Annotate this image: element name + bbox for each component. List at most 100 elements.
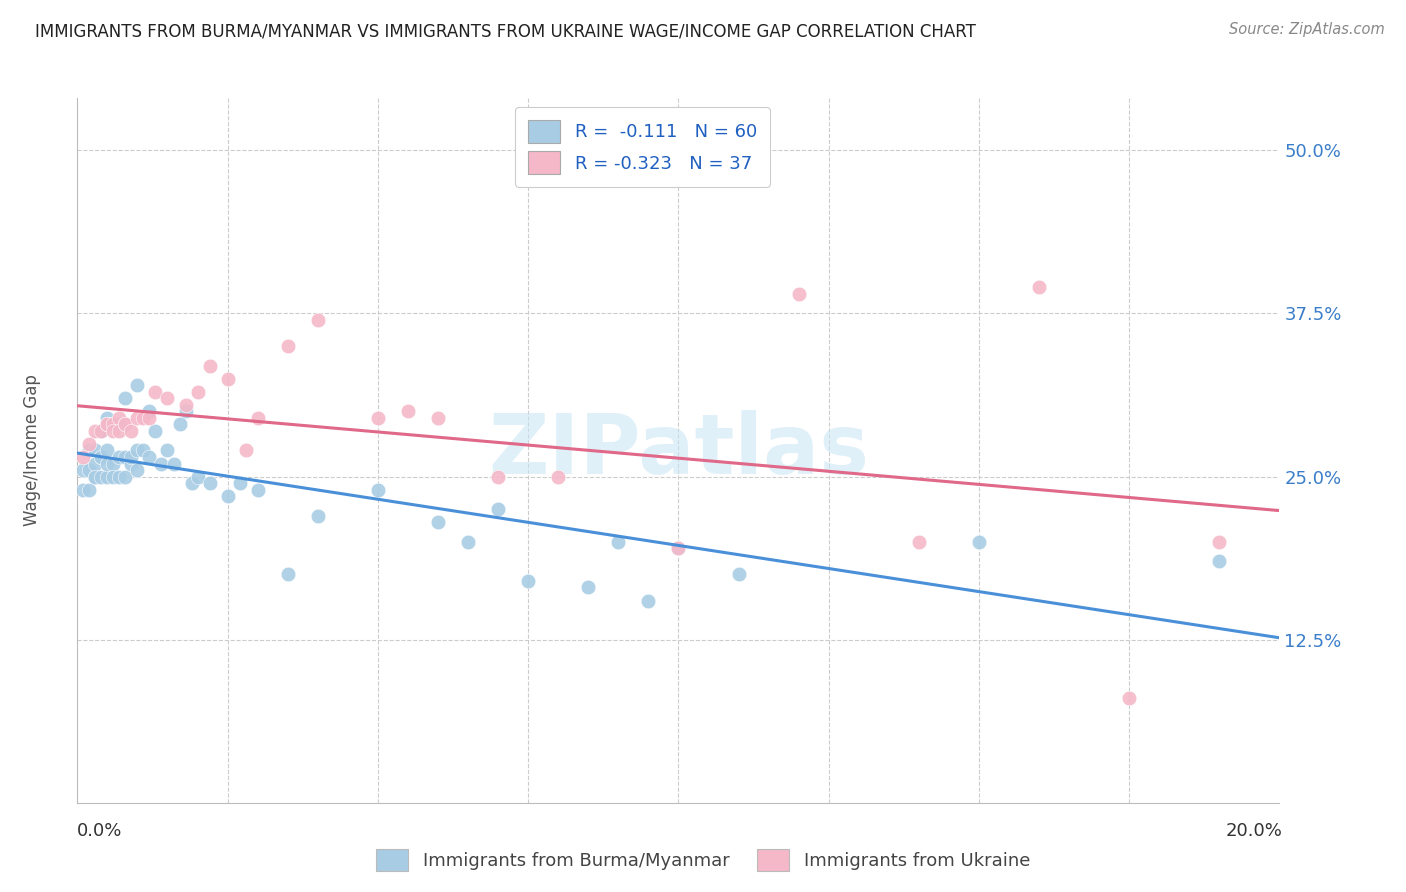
- Point: [84, 457, 107, 471]
- Point: [84, 443, 107, 458]
- Point: [198, 476, 221, 491]
- Point: [486, 469, 509, 483]
- Point: [457, 534, 479, 549]
- Point: [108, 417, 131, 432]
- Point: [367, 410, 389, 425]
- Point: [277, 339, 299, 353]
- Text: IMMIGRANTS FROM BURMA/MYANMAR VS IMMIGRANTS FROM UKRAINE WAGE/INCOME GAP CORRELA: IMMIGRANTS FROM BURMA/MYANMAR VS IMMIGRA…: [35, 22, 976, 40]
- Point: [607, 534, 630, 549]
- Point: [79, 443, 101, 458]
- Point: [1118, 691, 1140, 706]
- Text: ZIPatlas: ZIPatlas: [488, 410, 869, 491]
- Point: [787, 286, 810, 301]
- Point: [277, 567, 299, 582]
- Point: [138, 404, 160, 418]
- Point: [367, 483, 389, 497]
- Point: [79, 437, 101, 451]
- Point: [84, 469, 107, 483]
- Point: [120, 457, 142, 471]
- Point: [103, 457, 125, 471]
- Point: [114, 450, 136, 464]
- Point: [103, 417, 125, 432]
- Legend: R =  -0.111   N = 60, R = -0.323   N = 37: R = -0.111 N = 60, R = -0.323 N = 37: [515, 107, 769, 187]
- Point: [79, 483, 101, 497]
- Point: [127, 378, 149, 392]
- Point: [576, 581, 599, 595]
- Point: [246, 483, 269, 497]
- Point: [96, 469, 118, 483]
- Point: [727, 567, 749, 582]
- Point: [72, 463, 94, 477]
- Point: [169, 417, 191, 432]
- Point: [79, 463, 101, 477]
- Point: [127, 443, 149, 458]
- Point: [120, 424, 142, 438]
- Point: [103, 424, 125, 438]
- Point: [84, 424, 107, 438]
- Point: [103, 469, 125, 483]
- Point: [517, 574, 540, 588]
- Point: [908, 534, 931, 549]
- Point: [108, 424, 131, 438]
- Point: [96, 443, 118, 458]
- Legend: Immigrants from Burma/Myanmar, Immigrants from Ukraine: Immigrants from Burma/Myanmar, Immigrant…: [368, 842, 1038, 879]
- Point: [120, 450, 142, 464]
- Point: [967, 534, 990, 549]
- Point: [396, 404, 419, 418]
- Point: [186, 469, 209, 483]
- Point: [96, 417, 118, 432]
- Point: [127, 463, 149, 477]
- Point: [1208, 554, 1230, 568]
- Point: [150, 457, 173, 471]
- Point: [90, 469, 112, 483]
- Text: 0.0%: 0.0%: [77, 822, 122, 840]
- Point: [486, 502, 509, 516]
- Text: 20.0%: 20.0%: [1226, 822, 1282, 840]
- Point: [217, 489, 239, 503]
- Text: Source: ZipAtlas.com: Source: ZipAtlas.com: [1229, 22, 1385, 37]
- Point: [72, 450, 94, 464]
- Point: [108, 469, 131, 483]
- Point: [307, 313, 329, 327]
- Point: [108, 450, 131, 464]
- Point: [637, 593, 659, 607]
- Point: [668, 541, 690, 556]
- Point: [96, 457, 118, 471]
- Point: [138, 450, 160, 464]
- Point: [96, 410, 118, 425]
- Point: [90, 450, 112, 464]
- Point: [72, 483, 94, 497]
- Point: [114, 417, 136, 432]
- Point: [156, 443, 179, 458]
- Point: [90, 450, 112, 464]
- Point: [180, 476, 202, 491]
- Point: [174, 398, 197, 412]
- Point: [90, 424, 112, 438]
- Point: [186, 384, 209, 399]
- Point: [103, 417, 125, 432]
- Point: [114, 469, 136, 483]
- Point: [132, 410, 155, 425]
- Point: [96, 417, 118, 432]
- Point: [138, 410, 160, 425]
- Point: [162, 457, 184, 471]
- Point: [114, 417, 136, 432]
- Point: [84, 469, 107, 483]
- Point: [1208, 534, 1230, 549]
- Point: [427, 410, 450, 425]
- Point: [156, 391, 179, 405]
- Point: [427, 515, 450, 529]
- Point: [108, 410, 131, 425]
- Point: [217, 372, 239, 386]
- Point: [145, 424, 167, 438]
- Point: [132, 443, 155, 458]
- Point: [228, 476, 250, 491]
- Point: [668, 541, 690, 556]
- Point: [90, 424, 112, 438]
- Point: [198, 359, 221, 373]
- Point: [114, 391, 136, 405]
- Point: [246, 410, 269, 425]
- Point: [174, 404, 197, 418]
- Text: Wage/Income Gap: Wage/Income Gap: [22, 375, 41, 526]
- Point: [145, 384, 167, 399]
